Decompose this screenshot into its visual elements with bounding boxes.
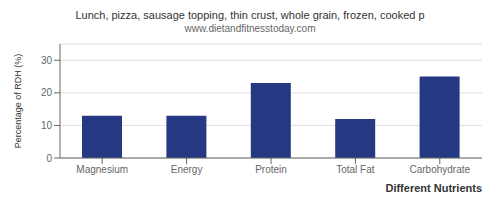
svg-text:Magnesium: Magnesium bbox=[76, 164, 128, 175]
svg-text:Energy: Energy bbox=[171, 164, 203, 175]
svg-text:10: 10 bbox=[41, 120, 53, 131]
html-text:www.dietandfitnesstoday.com: www.dietandfitnesstoday.com bbox=[184, 23, 316, 34]
svg-text:20: 20 bbox=[41, 87, 53, 98]
svg-text:Total Fat: Total Fat bbox=[336, 164, 375, 175]
svg-text:30: 30 bbox=[41, 55, 53, 66]
svg-text:Carbohydrate: Carbohydrate bbox=[410, 164, 471, 175]
html-text:Lunch, pizza, sausage topping,: Lunch, pizza, sausage topping, thin crus… bbox=[75, 9, 425, 21]
svg-text:Protein: Protein bbox=[255, 164, 287, 175]
svg-text:Different Nutrients: Different Nutrients bbox=[385, 182, 482, 192]
svg-text:0: 0 bbox=[46, 153, 52, 164]
svg-text:Percentage of RDH (%): Percentage of RDH (%) bbox=[13, 54, 23, 149]
